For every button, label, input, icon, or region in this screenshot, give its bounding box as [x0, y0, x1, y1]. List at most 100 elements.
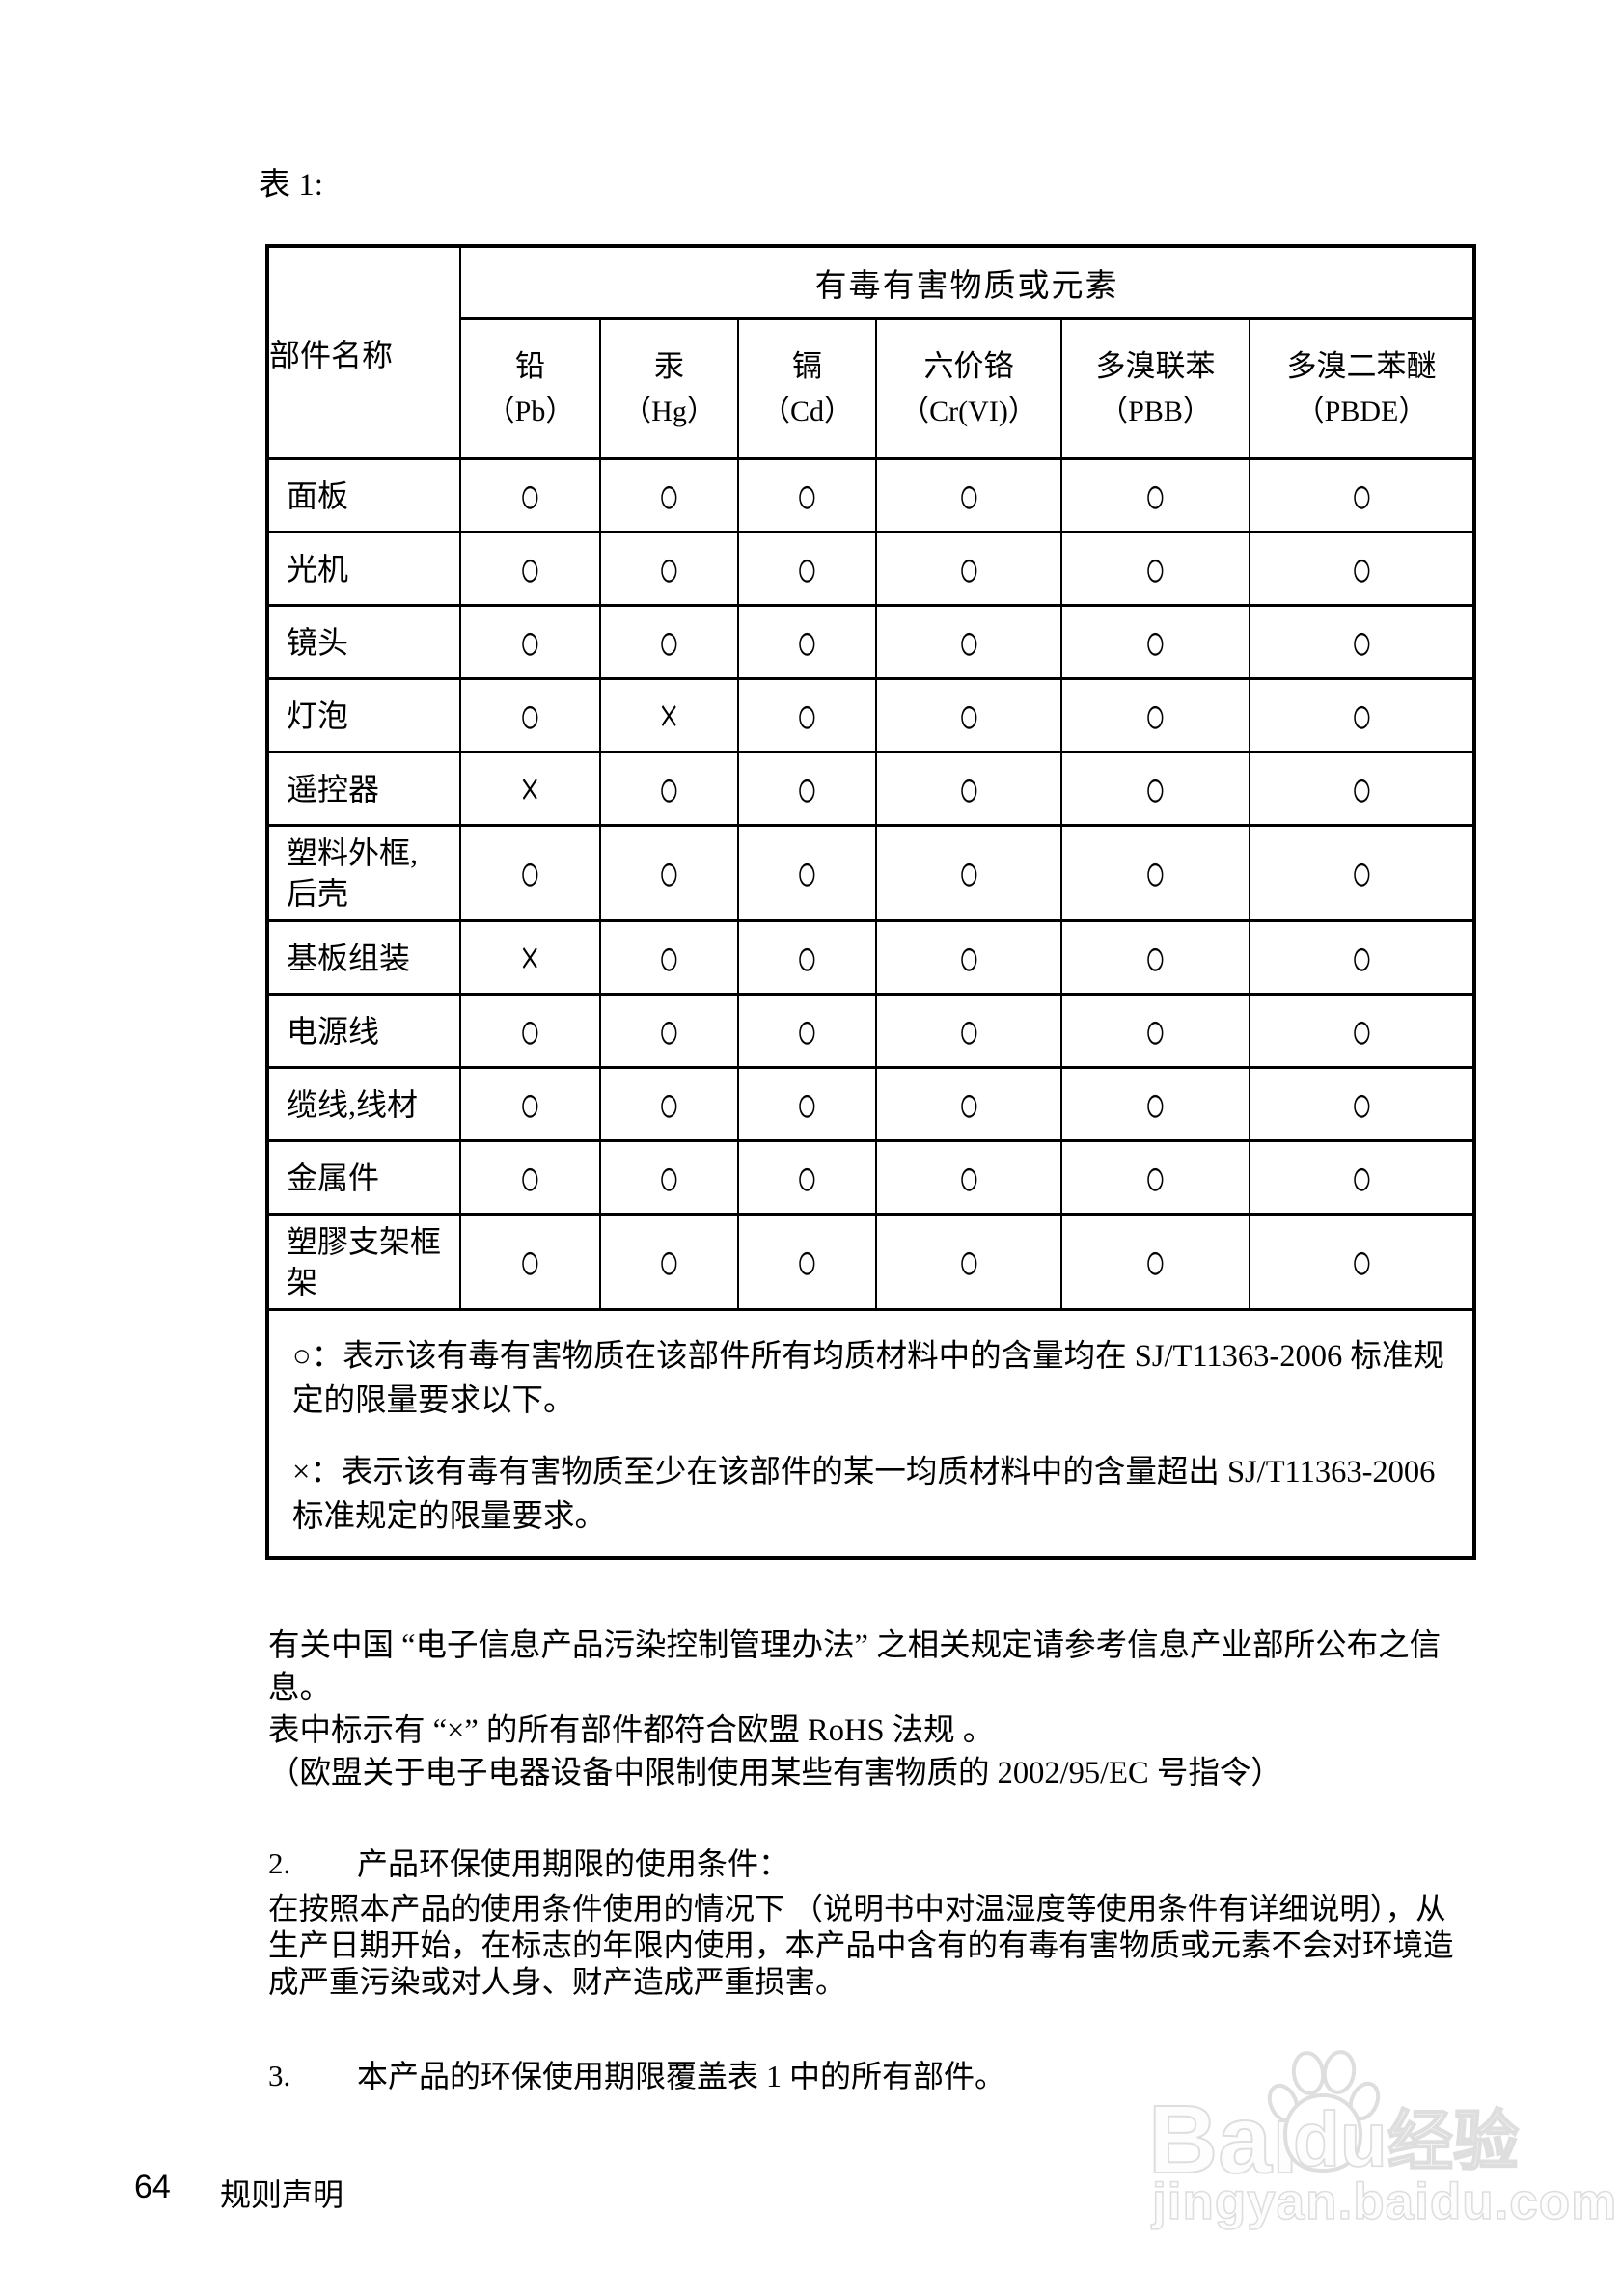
circle-mark-cell: ○ — [1060, 1139, 1250, 1216]
substance-name: 多溴联苯 — [1095, 349, 1216, 383]
circle-mark-cell: ○ — [737, 751, 877, 827]
circle-mark: ○ — [1144, 844, 1167, 902]
circle-mark-cell: ○ — [459, 677, 601, 753]
circle-mark-cell: ○ — [737, 919, 877, 996]
note-circle-definition: ○：表示该有毒有害物质在该部件所有均质材料中的含量均在 SJ/T11363-20… — [292, 1339, 1444, 1418]
circle-mark-cell: ○ — [1060, 531, 1250, 607]
circle-mark-cell: ○ — [737, 1066, 877, 1142]
baidu-paw-icon — [1267, 2050, 1381, 2173]
part-name-cell: 光机 — [266, 531, 461, 607]
substance-name: 多溴二苯醚 — [1286, 349, 1437, 383]
circle-mark: ○ — [519, 466, 541, 525]
circle-mark: ○ — [796, 844, 818, 902]
table-row: 塑料外框,后壳 ○ ○ ○ ○ ○ ○ — [266, 824, 1475, 922]
footer-section-title: 规则声明 — [220, 2177, 344, 2212]
circle-mark: ○ — [957, 1148, 980, 1207]
circle-mark-cell: ○ — [599, 1066, 739, 1142]
table-notes-row: ○：表示该有毒有害物质在该部件所有均质材料中的含量均在 SJ/T11363-20… — [266, 1308, 1475, 1560]
cross-mark-cell: × — [459, 751, 601, 827]
circle-mark: ○ — [1144, 466, 1167, 525]
circle-mark: ○ — [519, 844, 541, 902]
part-name-cell: 遥控器 — [266, 751, 461, 827]
circle-mark: ○ — [1350, 539, 1373, 598]
circle-mark: ○ — [658, 539, 680, 598]
circle-mark-cell: ○ — [1060, 1066, 1250, 1142]
circle-mark: ○ — [1350, 686, 1373, 745]
circle-mark-cell: ○ — [459, 824, 601, 922]
circle-mark: ○ — [796, 613, 818, 671]
circle-mark: ○ — [957, 844, 980, 902]
table-row: 灯泡 ○ × ○ ○ ○ ○ — [266, 677, 1475, 753]
cross-mark: × — [659, 686, 679, 745]
substance-symbol: （PBB） — [1099, 396, 1212, 427]
circle-mark: ○ — [519, 686, 541, 745]
circle-mark-cell: ○ — [599, 751, 739, 827]
list-item-2-body: 在按照本产品的使用条件使用的情况下 （说明书中对温湿度等使用条件有详细说明），从… — [268, 1892, 1454, 1999]
circle-mark: ○ — [957, 1233, 980, 1291]
circle-mark: ○ — [796, 759, 818, 818]
table-row: 电源线 ○ ○ ○ ○ ○ ○ — [266, 993, 1475, 1069]
circle-mark-cell: ○ — [599, 531, 739, 607]
part-name-cell: 镜头 — [266, 604, 461, 680]
circle-mark-cell: ○ — [459, 1213, 601, 1311]
circle-mark: ○ — [519, 1001, 541, 1060]
substance-name: 汞 — [654, 349, 684, 383]
baidu-watermark-jingyan-text: 经验 — [1387, 2105, 1520, 2178]
substance-name: 镉 — [792, 349, 822, 383]
circle-mark: ○ — [957, 686, 980, 745]
circle-mark-cell: ○ — [1249, 531, 1475, 607]
circle-mark: ○ — [1144, 613, 1167, 671]
circle-mark-cell: ○ — [875, 824, 1062, 922]
circle-mark: ○ — [1350, 759, 1373, 818]
paragraph-rohs-compliance: 表中标示有 “×” 的所有部件都符合欧盟 RoHS 法规 。 — [268, 1713, 995, 1748]
circle-mark-cell: ○ — [459, 531, 601, 607]
substance-symbol: （Cd） — [760, 396, 853, 427]
list-item-2: 2. 产品环保使用期限的使用条件： 在按照本产品的使用条件使用的情况下 （说明书… — [268, 1845, 1474, 2001]
circle-mark: ○ — [658, 928, 680, 987]
circle-mark: ○ — [957, 928, 980, 987]
circle-mark-cell: ○ — [599, 604, 739, 680]
table-caption: 表 1: — [259, 168, 323, 203]
circle-mark-cell: ○ — [875, 993, 1062, 1069]
column-header-substance-4: 多溴联苯 （PBB） — [1060, 317, 1250, 460]
circle-mark: ○ — [1350, 1148, 1373, 1207]
circle-mark: ○ — [658, 844, 680, 902]
circle-mark: ○ — [957, 466, 980, 525]
circle-mark: ○ — [519, 1233, 541, 1291]
table-notes-cell: ○：表示该有毒有害物质在该部件所有均质材料中的含量均在 SJ/T11363-20… — [266, 1308, 1475, 1560]
circle-mark-cell: ○ — [875, 919, 1062, 996]
part-name-cell: 基板组装 — [266, 919, 461, 996]
baidu-watermark-url: jingyan.baidu.com — [1151, 2173, 1618, 2230]
circle-mark: ○ — [796, 686, 818, 745]
substance-name: 六价铬 — [923, 349, 1014, 383]
substance-symbol: （Pb） — [485, 396, 575, 427]
circle-mark: ○ — [1350, 844, 1373, 902]
circle-mark-cell: ○ — [1060, 919, 1250, 996]
circle-mark-cell: ○ — [737, 677, 877, 753]
substance-symbol: （Hg） — [622, 396, 716, 427]
note-cross-definition: ×：表示该有毒有害物质至少在该部件的某一均质材料中的含量超出 SJ/T11363… — [292, 1455, 1436, 1534]
part-name-cell: 塑膠支架框架 — [266, 1213, 461, 1311]
cross-mark: × — [520, 759, 540, 818]
circle-mark-cell: ○ — [1249, 1066, 1475, 1142]
column-header-substance-0: 铅 （Pb） — [459, 317, 601, 460]
circle-mark: ○ — [1144, 759, 1167, 818]
page-number: 64 — [134, 2169, 171, 2205]
circle-mark: ○ — [796, 1001, 818, 1060]
circle-mark: ○ — [1144, 539, 1167, 598]
circle-mark-cell: ○ — [737, 1139, 877, 1216]
list-item-2-number: 2. — [268, 1846, 291, 1880]
table-header-row-span: 部件名称 有毒有害物质或元素 — [266, 244, 1475, 460]
circle-mark-cell: ○ — [459, 457, 601, 533]
circle-mark: ○ — [1144, 1075, 1167, 1134]
circle-mark: ○ — [1350, 466, 1373, 525]
circle-mark-cell: ○ — [599, 993, 739, 1069]
column-header-substance-3: 六价铬 （Cr(VI)） — [875, 317, 1062, 460]
circle-mark-cell: ○ — [1060, 993, 1250, 1069]
list-item-3: 3. 本产品的环保使用期限覆盖表 1 中的所有部件。 — [268, 2057, 1474, 2095]
cross-mark-cell: × — [599, 677, 739, 753]
circle-mark-cell: ○ — [1249, 993, 1475, 1069]
circle-mark: ○ — [658, 613, 680, 671]
circle-mark: ○ — [519, 539, 541, 598]
